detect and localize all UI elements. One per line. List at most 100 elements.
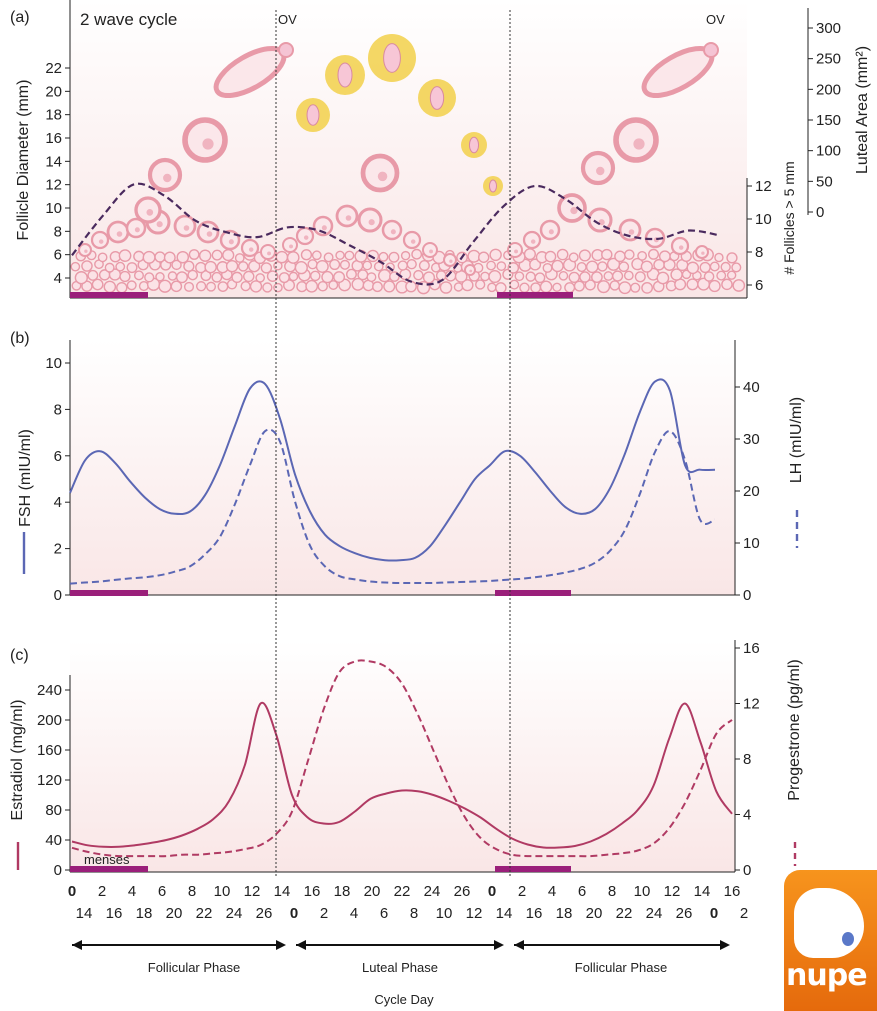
small-follicle: [170, 280, 183, 293]
small-follicle: [278, 272, 290, 284]
logo-text: nupe: [786, 958, 868, 993]
x-tick-top-17: 6: [578, 883, 586, 900]
c-right-ticks-label-2: 8: [743, 751, 751, 768]
small-follicle: [315, 259, 329, 273]
small-follicle: [551, 259, 564, 273]
small-follicle: [411, 248, 423, 260]
growing-follicle: [260, 244, 276, 260]
c-left-ticks-label-2: 80: [45, 802, 62, 819]
panel-c-right-axis-label: Progestrone (pg/ml): [786, 659, 803, 800]
x-tick-top-12: 24: [424, 883, 441, 900]
panel-b-left-ticks: 0 2 4 6 8 10: [45, 355, 70, 604]
panel-a-mid-ticks: 6 8 10 12: [747, 178, 772, 294]
small-follicle: [405, 280, 417, 293]
c-right-ticks-label-1: 4: [743, 807, 751, 824]
x-tick-bottom-7: 0: [290, 905, 298, 922]
x-tick-bottom-19: 24: [646, 905, 663, 922]
small-follicle: [357, 269, 369, 281]
small-follicle: [467, 249, 481, 263]
small-follicle: [206, 281, 217, 292]
a-mid-ticks-label-1: 8: [755, 244, 763, 261]
panel-c-menses-bar: [70, 866, 148, 872]
small-follicle: [576, 262, 587, 273]
follicle-count-line: [71, 182, 721, 286]
corpus-luteum-4: [461, 132, 487, 158]
growing-follicle: [282, 237, 298, 253]
small-follicle: [383, 280, 396, 293]
panel-b-menses-bar: [70, 590, 148, 596]
logo-shape: [794, 888, 864, 958]
a-left-ticks-label-0: 4: [54, 270, 62, 287]
phase-arrow-luteal: [296, 940, 504, 950]
a-right-ticks-label-2: 100: [816, 143, 841, 160]
corpus-luteum-illustration: [296, 34, 503, 196]
small-follicle: [234, 253, 245, 263]
small-follicle: [119, 270, 131, 283]
small-follicle: [310, 270, 321, 282]
small-follicle: [154, 251, 166, 263]
c-left-ticks-label-0: 0: [54, 862, 62, 879]
small-follicle: [618, 261, 630, 273]
c-left-ticks-label-6: 240: [37, 682, 62, 699]
growing-follicle: [443, 253, 457, 267]
b-left-ticks-label-0: 0: [54, 587, 62, 604]
small-follicle: [231, 271, 243, 284]
small-follicle: [323, 252, 334, 263]
small-follicle: [237, 261, 249, 272]
growing-follicle: [335, 204, 359, 228]
x-tick-bottom-4: 22: [196, 905, 213, 922]
small-follicle: [104, 262, 115, 273]
small-follicle: [345, 268, 357, 280]
small-follicle: [487, 282, 497, 293]
x-tick-bottom-16: 18: [556, 905, 573, 922]
small-follicle: [720, 261, 731, 273]
small-follicle: [732, 279, 746, 292]
a-left-ticks-label-8: 20: [45, 83, 62, 100]
small-follicle: [609, 280, 620, 291]
a-right-ticks-label-0: 0: [816, 204, 824, 221]
small-follicle: [262, 282, 273, 293]
small-follicle: [686, 261, 700, 275]
small-follicle: [225, 259, 239, 273]
panel-c-left-axis-label: Estradiol (mg/ml): [9, 700, 26, 821]
a-right-ticks-label-6: 300: [816, 20, 841, 37]
small-follicle: [296, 281, 308, 293]
small-follicle: [637, 250, 648, 261]
small-follicle: [378, 251, 389, 262]
growing-follicle: [196, 220, 220, 244]
small-follicle: [142, 250, 156, 264]
small-follicle: [618, 281, 632, 295]
growing-follicle: [464, 264, 476, 276]
small-follicle: [155, 271, 165, 282]
phase-label-follicular-2: Follicular Phase: [575, 960, 668, 975]
a-right-ticks-label-4: 200: [816, 81, 841, 98]
small-follicle: [300, 249, 313, 261]
small-follicle: [260, 262, 273, 274]
small-follicle: [435, 270, 447, 281]
small-follicle: [187, 269, 199, 281]
small-follicle: [163, 251, 176, 264]
small-follicle: [716, 270, 727, 281]
small-follicle: [406, 259, 417, 270]
x-tick-top-20: 12: [664, 883, 681, 900]
panel-a-right-axis-label: Luteal Area (mm²): [854, 46, 871, 174]
small-follicle: [634, 271, 646, 283]
small-follicle: [240, 280, 251, 292]
c-left-ticks-label-3: 120: [37, 772, 62, 789]
small-follicle: [656, 271, 670, 285]
small-follicle: [317, 281, 328, 292]
small-follicle: [351, 277, 365, 291]
small-follicle: [144, 272, 155, 283]
small-follicle: [329, 259, 341, 271]
x-tick-top-1: 2: [98, 883, 106, 900]
a-right-ticks-label-1: 50: [816, 173, 833, 190]
a-right-ticks-label-3: 150: [816, 112, 841, 129]
growing-follicle: [90, 230, 110, 250]
a-left-ticks-label-9: 22: [45, 60, 62, 77]
phase-arrow-follicular-2: [514, 940, 730, 950]
x-tick-bottom-22: 2: [740, 905, 748, 922]
small-follicle: [556, 248, 569, 261]
small-follicle: [211, 249, 223, 261]
small-follicle: [453, 282, 464, 292]
